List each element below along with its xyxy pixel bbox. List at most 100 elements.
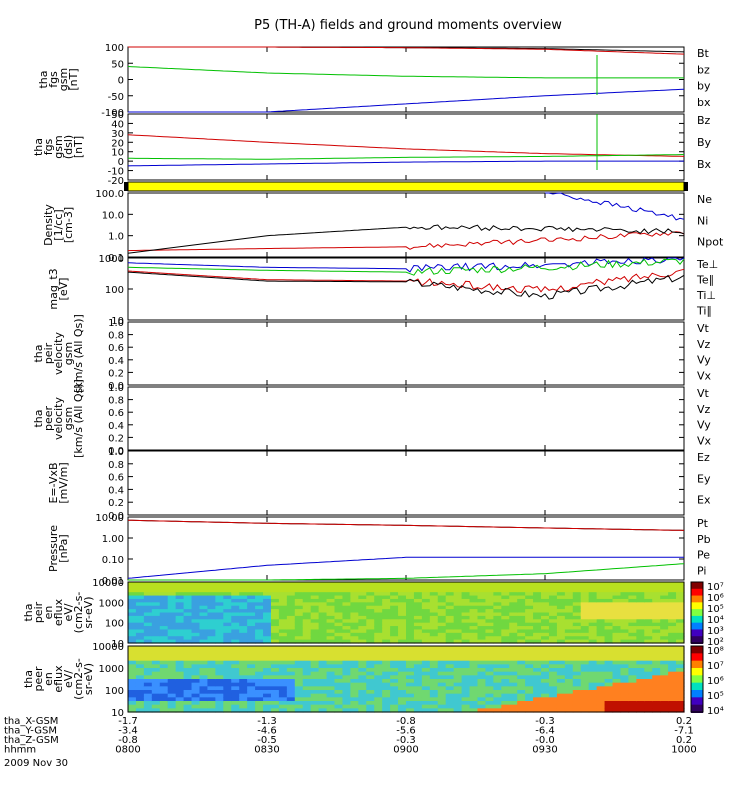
spectrogram-cell: [318, 701, 328, 706]
spectrogram-cell: [183, 649, 193, 654]
spectrogram-cell: [199, 605, 209, 610]
spectrogram-cell: [668, 671, 677, 676]
spectrogram-cell: [223, 671, 232, 676]
spectrogram-cell: [461, 668, 471, 673]
spectrogram-cell: [366, 602, 375, 607]
spectrogram-cell: [215, 682, 224, 687]
spectrogram-cell: [191, 690, 201, 695]
spectrogram-cell: [135, 632, 145, 637]
spectrogram-cell: [668, 704, 677, 709]
spectrogram-cell: [270, 671, 280, 676]
spectrogram-cell: [501, 632, 510, 637]
spectrogram-cell: [223, 704, 232, 709]
spectrogram-cell: [652, 646, 661, 651]
spectrogram-cell: [191, 636, 201, 641]
spectrogram-cell: [350, 592, 359, 597]
spectrogram-cell: [278, 592, 288, 597]
spectrogram-cell: [636, 675, 645, 680]
spectrogram-cell: [263, 664, 272, 669]
spectrogram-cell: [143, 609, 153, 614]
spectrogram-cell: [469, 615, 479, 620]
spectrogram-cell: [572, 701, 582, 706]
spectrogram-cell: [128, 615, 137, 620]
spectrogram-cell: [175, 639, 185, 644]
spectrogram-cell: [278, 585, 288, 590]
spectrogram-cell: [390, 708, 399, 713]
spectrogram-cell: [128, 660, 137, 665]
spectrogram-cell: [270, 592, 280, 597]
spectrogram-cell: [270, 602, 280, 607]
spectrogram-cell: [342, 701, 351, 706]
spectrogram-cell: [469, 592, 479, 597]
spectrogram-cell: [207, 585, 216, 590]
spectrogram-cell: [406, 708, 415, 713]
spectrogram-cell: [239, 679, 248, 684]
spectrogram-cell: [358, 588, 367, 593]
y-tick-label: 1.0: [108, 383, 124, 394]
spectrogram-cell: [286, 629, 296, 634]
spectrogram-cell: [294, 626, 304, 631]
spectrogram-cell: [294, 682, 304, 687]
spectrogram-cell: [493, 609, 502, 614]
spectrogram-cell: [501, 585, 510, 590]
spectrogram-cell: [135, 595, 145, 600]
spectrogram-cell: [493, 629, 502, 634]
spectrogram-cell: [636, 592, 645, 597]
spectrogram-cell: [469, 679, 479, 684]
spectrogram-cell: [525, 701, 534, 706]
spectrogram-cell: [310, 686, 320, 691]
spectrogram-cell: [199, 595, 209, 600]
spectrogram-cell: [231, 585, 240, 590]
spectrogram-cell: [437, 668, 447, 673]
spectrogram-cell: [413, 582, 423, 586]
x-row-value: -5.6: [396, 726, 416, 737]
spectrogram-cell: [485, 671, 494, 676]
spectrogram-cell: [390, 588, 399, 593]
spectrogram-cell: [493, 668, 502, 673]
spectrogram-cell: [255, 629, 264, 634]
spectrogram-cell: [525, 704, 534, 709]
spectrogram-cell: [525, 626, 534, 631]
spectrogram-cell: [167, 686, 177, 691]
legend-entry: Pe: [697, 549, 710, 562]
spectrogram-cell: [453, 602, 463, 607]
spectrogram-cell: [636, 697, 645, 702]
spectrogram-cell: [270, 675, 280, 680]
spectrogram-cell: [413, 629, 423, 634]
spectrogram-cell: [429, 690, 439, 695]
spectrogram-cell: [652, 582, 661, 586]
spectrogram-cell: [310, 592, 320, 597]
spectrogram-cell: [350, 679, 359, 684]
spectrogram-cell: [485, 632, 494, 637]
spectrogram-cell: [485, 605, 494, 610]
spectrogram-cell: [628, 671, 637, 676]
spectrogram-cell: [239, 626, 248, 631]
spectrogram-cell: [469, 602, 479, 607]
spectrogram-cell: [628, 622, 637, 627]
colorbar-label: 10⁶: [707, 676, 724, 687]
spectrogram-cell: [493, 602, 502, 607]
spectrogram-cell: [294, 639, 304, 644]
spectrogram-cell: [318, 690, 328, 695]
spectrogram-cell: [366, 585, 375, 590]
spectrogram-cell: [128, 697, 137, 702]
spectrogram-cell: [143, 679, 153, 684]
spectrogram-cell: [620, 612, 629, 617]
spectrogram-cell: [342, 582, 351, 586]
spectrogram-cell: [199, 609, 209, 614]
spectrogram-cell: [175, 660, 185, 665]
spectrogram-cell: [469, 697, 479, 702]
spectrogram-cell: [406, 701, 415, 706]
spectrogram-cell: [572, 671, 582, 676]
spectrogram-cell: [207, 629, 216, 634]
spectrogram-cell: [485, 697, 494, 702]
spectrogram-cell: [223, 653, 232, 658]
spectrogram-cell: [469, 693, 479, 698]
spectrogram-cell: [270, 582, 280, 586]
spectrogram-cell: [588, 595, 598, 600]
spectrogram-cell: [223, 679, 232, 684]
spectrogram-cell: [525, 636, 534, 641]
spectrogram-cell: [183, 704, 193, 709]
spectrogram-cell: [199, 660, 209, 665]
spectrogram-cell: [286, 708, 296, 713]
